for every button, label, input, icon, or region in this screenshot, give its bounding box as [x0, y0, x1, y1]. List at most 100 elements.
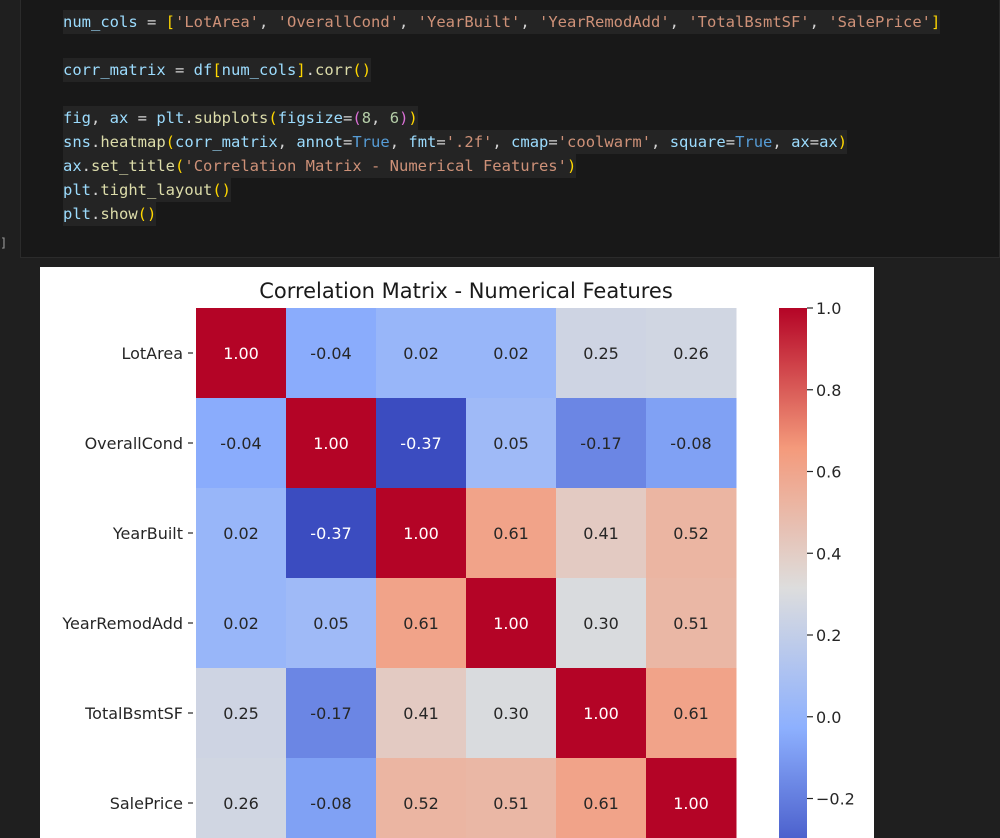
- code-token: cmap: [511, 133, 549, 151]
- heatmap-cell: [376, 488, 467, 579]
- code-line[interactable]: ax.set_title('Correlation Matrix - Numer…: [63, 154, 577, 178]
- code-cell[interactable]: num_cols = ['LotArea', 'OverallCond', 'Y…: [20, 0, 1000, 258]
- code-token: =: [548, 133, 558, 151]
- heatmap-cell: [286, 758, 377, 838]
- code-line[interactable]: sns.heatmap(corr_matrix, annot=True, fmt…: [63, 130, 848, 154]
- code-token: [: [165, 13, 175, 31]
- heatmap-cell: [556, 308, 647, 399]
- heatmap-cell-label: -0.37: [310, 524, 351, 543]
- row-label: OverallCond: [85, 434, 183, 453]
- code-token: fmt: [408, 133, 437, 151]
- code-token: ]: [930, 13, 941, 31]
- heatmap-cell-label: 0.26: [223, 794, 259, 813]
- colorbar-tick-label: 0.4: [816, 544, 841, 563]
- heatmap-cell-label: 0.02: [223, 524, 259, 543]
- code-token: 'TotalBsmtSF': [688, 13, 810, 31]
- code-token: .: [305, 61, 316, 79]
- code-token: 'coolwarm': [557, 133, 652, 151]
- heatmap-cell-label: 0.51: [673, 614, 709, 633]
- row-label: SalePrice: [110, 794, 183, 813]
- code-token: True: [735, 133, 773, 151]
- code-token: ,: [772, 133, 792, 151]
- heatmap-cell: [466, 668, 557, 759]
- heatmap-cell-label: 0.05: [313, 614, 349, 633]
- code-token: ,: [651, 133, 670, 151]
- cell-execution-bracket: ]: [0, 236, 8, 250]
- heatmap-cell-label: 0.61: [403, 614, 439, 633]
- code-token: subplots: [193, 109, 269, 127]
- heatmap-cell-label: -0.17: [580, 434, 621, 453]
- code-token: 'SalePrice': [828, 13, 931, 31]
- code-token: ): [147, 205, 157, 223]
- code-token: corr_matrix: [63, 61, 166, 79]
- code-line[interactable]: corr_matrix = df[num_cols].corr(): [63, 58, 372, 82]
- heatmap-cell-label: 0.30: [493, 704, 529, 723]
- heatmap-cell: [286, 668, 377, 759]
- code-token: .: [91, 205, 101, 223]
- heatmap-cell: [376, 578, 467, 669]
- code-token: ): [408, 109, 418, 127]
- colorbar-gradient: [779, 308, 807, 838]
- code-token: corr: [315, 61, 353, 79]
- chart-title: Correlation Matrix - Numerical Features: [259, 279, 673, 303]
- heatmap-cell: [466, 488, 557, 579]
- code-token: =: [809, 133, 820, 151]
- code-token: 'YearRemodAdd': [539, 13, 670, 31]
- code-token: show: [100, 205, 138, 223]
- code-token: =: [343, 133, 353, 151]
- code-token: ,: [520, 13, 539, 31]
- heatmap-cell-label: -0.08: [670, 434, 711, 453]
- heatmap-cell: [556, 758, 647, 838]
- code-token: (: [212, 181, 222, 199]
- heatmap-cell: [556, 668, 647, 759]
- heatmap-cell-label: 0.52: [673, 524, 709, 543]
- code-token: 'YearBuilt': [417, 13, 521, 31]
- heatmap-cell: [466, 308, 557, 399]
- code-line[interactable]: plt.tight_layout(): [63, 178, 232, 202]
- heatmap-cell: [286, 398, 377, 489]
- code-line[interactable]: plt.show(): [63, 202, 157, 226]
- row-label: YearRemodAdd: [61, 614, 183, 633]
- code-token: 'LotArea': [175, 13, 259, 31]
- code-token: 6: [389, 109, 400, 127]
- heatmap-cell: [646, 758, 737, 838]
- heatmap-cell: [646, 488, 737, 579]
- heatmap-cell-label: 0.30: [583, 614, 619, 633]
- code-token: ,: [371, 109, 390, 127]
- code-token: '.2f': [445, 133, 493, 151]
- row-label: LotArea: [121, 344, 183, 363]
- code-token: =: [343, 109, 353, 127]
- code-token: 'OverallCond': [277, 13, 399, 31]
- heatmap-cell-label: 1.00: [493, 614, 529, 633]
- heatmap-cell-label: 0.52: [403, 794, 439, 813]
- heatmap-cell-label: -0.08: [310, 794, 351, 813]
- code-token: corr_matrix: [175, 133, 278, 151]
- heatmap-cell: [196, 758, 287, 838]
- heatmap-cell: [376, 668, 467, 759]
- code-token: fig: [63, 109, 91, 127]
- heatmap-cell: [196, 308, 287, 399]
- code-token: (: [352, 61, 362, 79]
- code-token: num_cols: [63, 13, 138, 31]
- heatmap-cell-label: -0.04: [310, 344, 351, 363]
- heatmap-cell: [376, 308, 467, 399]
- heatmap-cell: [466, 398, 557, 489]
- colorbar-tick-label: −0.2: [816, 790, 855, 809]
- code-line[interactable]: num_cols = ['LotArea', 'OverallCond', 'Y…: [63, 10, 941, 34]
- code-token: annot: [296, 133, 344, 151]
- code-token: .: [184, 109, 194, 127]
- code-token: heatmap: [100, 133, 166, 151]
- heatmap-cell-label: 1.00: [673, 794, 709, 813]
- code-token: ax: [791, 133, 810, 151]
- code-line[interactable]: fig, ax = plt.subplots(figsize=(8, 6)): [63, 106, 418, 130]
- heatmap-cell-label: 0.51: [493, 794, 529, 813]
- code-token: ,: [492, 133, 512, 151]
- heatmap-cell: [466, 758, 557, 838]
- heatmap-cell-label: 1.00: [223, 344, 259, 363]
- code-token: (: [352, 109, 362, 127]
- code-token: plt: [63, 205, 91, 223]
- heatmap-cell-label: 0.61: [493, 524, 529, 543]
- code-token: ax: [109, 109, 129, 127]
- code-token: ,: [91, 109, 110, 127]
- row-label: YearBuilt: [112, 524, 183, 543]
